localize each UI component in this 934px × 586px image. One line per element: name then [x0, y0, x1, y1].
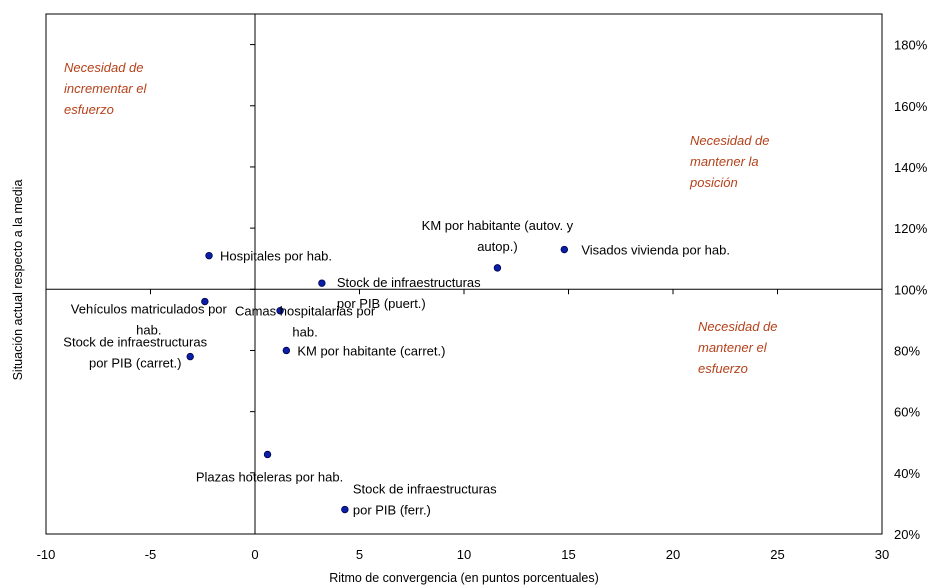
x-tick-label: -10	[37, 547, 56, 562]
point-label: KM por habitante (carret.)	[297, 343, 445, 358]
quadrant-annotation: mantener la	[690, 154, 759, 169]
y-tick-label: 60%	[894, 405, 920, 420]
point-label: Camas hospitalarias por	[235, 304, 376, 319]
x-tick-label: 15	[561, 547, 575, 562]
y-tick-label: 160%	[894, 99, 928, 114]
point-label: Hospitales por hab.	[220, 249, 332, 264]
y-tick-label: 40%	[894, 466, 920, 481]
point-label: Stock de infraestructuras	[353, 482, 497, 497]
x-tick-label: 25	[770, 547, 784, 562]
quadrant-annotation: Necesidad de	[690, 133, 770, 148]
point-label: Stock de infraestructuras	[63, 335, 207, 350]
y-tick-label: 120%	[894, 221, 928, 236]
y-tick-label: 20%	[894, 527, 920, 542]
quadrant-annotation: esfuerzo	[64, 102, 114, 117]
quadrant-annotation: incrementar el	[64, 81, 147, 96]
data-point	[205, 251, 213, 260]
quadrant-annotation: mantener el	[698, 340, 768, 355]
quadrant-annotation: esfuerzo	[698, 361, 748, 376]
data-point	[318, 279, 326, 287]
y-tick-label: 140%	[894, 160, 928, 175]
data-point	[282, 346, 291, 355]
data-point	[493, 264, 502, 272]
point-label: Stock de infraestructuras	[337, 275, 481, 290]
point-label: Plazas hoteleras por hab.	[196, 469, 343, 484]
y-tick-label: 80%	[894, 343, 920, 358]
plot-frame	[45, 13, 883, 535]
point-label: hab.	[292, 325, 317, 340]
point-label: hab.	[136, 323, 161, 338]
data-point	[186, 352, 194, 361]
point-label: por PIB (ferr.)	[353, 503, 431, 518]
data-point	[560, 245, 569, 254]
data-point	[341, 505, 349, 514]
x-tick-label: 10	[457, 547, 471, 562]
point-label: autop.)	[477, 239, 517, 254]
y-axis-title: Situación actual respecto a la media	[11, 180, 25, 381]
x-tick-label: 5	[356, 547, 363, 562]
data-point	[263, 450, 272, 459]
x-tick-label: 0	[251, 547, 258, 562]
x-tick-label: 30	[875, 547, 889, 562]
point-label: por PIB (puert.)	[337, 296, 426, 311]
quadrant-annotation: posición	[689, 175, 738, 190]
point-label: Vehículos matriculados por	[71, 302, 228, 317]
point-label: por PIB (carret.)	[89, 356, 181, 371]
point-label: Visados vivienda por hab.	[581, 243, 730, 258]
point-label: KM por habitante (autov. y	[422, 218, 574, 233]
quadrant-annotation: Necesidad de	[698, 319, 778, 334]
y-tick-label: 180%	[894, 38, 928, 53]
data-point	[201, 297, 209, 306]
x-tick-label: 20	[666, 547, 680, 562]
y-tick-label: 100%	[894, 282, 928, 297]
quadrant-annotation: Necesidad de	[64, 60, 144, 75]
x-tick-label: -5	[145, 547, 157, 562]
data-point	[276, 307, 284, 315]
x-axis-title: Ritmo de convergencia (en puntos porcent…	[329, 571, 599, 585]
